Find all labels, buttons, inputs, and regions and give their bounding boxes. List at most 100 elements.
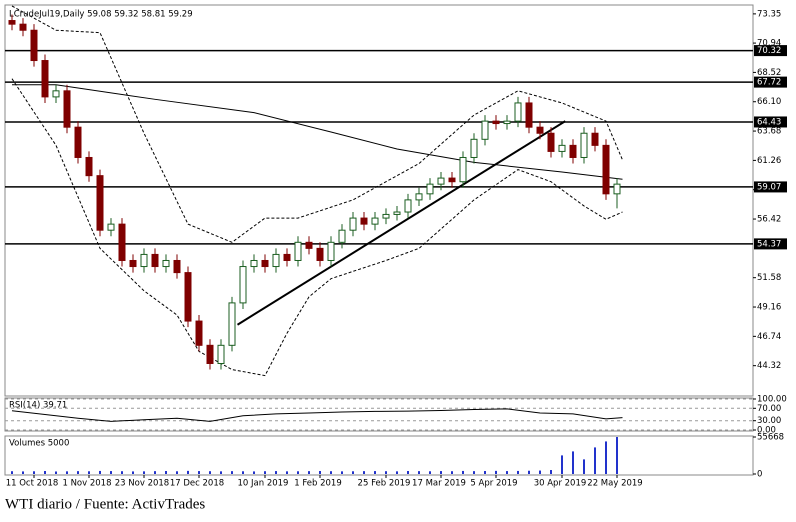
candle-body [217,344,225,364]
x-tick-label: 25 Feb 2019 [358,479,411,489]
y-tick-label: 0.00 [757,426,776,436]
candle-body [415,193,423,201]
y-tick-label: 0 [757,470,762,480]
candle-body [305,241,313,249]
volume-bar [121,471,123,474]
volume-bar [132,471,134,474]
candle-body [96,175,104,231]
volume-bar [22,471,24,474]
level-label: 64.43 [757,117,781,127]
volume-bar [341,471,343,474]
y-tick-label: 30.00 [757,416,781,426]
volume-bar [473,471,475,474]
rsi-title: RSI(14) 39.71 [9,401,67,411]
candle-body [228,302,236,346]
level-box [754,76,787,88]
y-tick-label: 46.74 [757,332,781,342]
candle-body [85,156,93,177]
level-label: 67.72 [757,78,781,88]
volume-bar [231,471,233,474]
x-tick-label: 17 Dec 2018 [170,479,224,489]
y-tick-label: 66.10 [757,97,781,107]
x-tick-label: 30 Apr 2019 [534,479,587,489]
candle-body [162,259,170,268]
x-tick-label: 1 Feb 2019 [294,479,342,489]
volume-bar [154,471,156,474]
candle-body [316,247,324,261]
x-tick-label: 23 Nov 2018 [115,479,169,489]
volume-bar [330,471,332,474]
volume-bar [440,471,442,474]
volume-bar [462,470,464,474]
price-title: LCrudeJul19,Daily 59.08 59.32 58.81 59.2… [9,10,193,20]
candle-body [52,90,60,98]
volume-title: Volumes 5000 [9,439,69,449]
rsi-line [11,408,623,422]
x-tick-label: 17 Mar 2019 [412,479,466,489]
volume-bar [451,471,453,474]
volume-bar [583,459,585,474]
candle-body [591,132,599,146]
level-box [754,238,787,250]
volume-bar [605,441,607,474]
y-tick-label: 73.35 [757,9,781,19]
volume-bar [517,470,519,474]
candle-body [19,23,27,31]
volume-bar [55,471,57,474]
volume-bar [198,471,200,474]
volume-bar [616,437,618,474]
candle-body [283,253,291,261]
candle-body [404,199,412,213]
volume-bar [407,471,409,474]
volume-bar [539,470,541,474]
volume-bar [550,470,552,474]
volume-bar [33,471,35,474]
candle-body [481,120,489,140]
y-tick-label: 51.58 [757,273,781,283]
candle-body [547,132,555,152]
volume-bar [561,455,563,474]
candle-body [536,126,544,134]
candle-body [525,102,533,128]
candle-body [371,217,379,225]
bollinger-band [11,78,623,377]
volume-bar [176,471,178,474]
candle-body [514,102,522,122]
y-tick-label: 70.94 [757,39,781,49]
candle-body [294,241,302,261]
volume-bar [352,471,354,474]
volume-bar [209,471,211,474]
candle-body [448,177,456,183]
candle-body [41,60,49,98]
volume-bar [11,471,13,474]
volume-bar [165,471,167,474]
volume-bar [44,471,46,474]
candle-body [250,259,258,268]
y-tick-label: 44.32 [757,361,781,371]
y-tick-label: 56.42 [757,215,781,225]
x-tick-label: 22 May 2019 [587,479,642,489]
candle-body [349,217,357,231]
candle-body [492,120,500,125]
volume-bar [187,470,189,474]
volume-bar [484,471,486,474]
volume-panel [4,435,754,476]
volume-bar [374,471,376,474]
candle-body [261,259,269,268]
candle-body [63,90,71,128]
candle-body [558,144,566,152]
candle-body [206,344,214,364]
x-tick-label: 10 Jan 2019 [238,479,289,489]
volume-bar [528,470,530,474]
price-panel [4,4,754,397]
y-tick-label: 63.68 [757,127,781,137]
rsi-panel [4,397,754,432]
candle-body [426,183,434,195]
volume-bar [99,470,101,474]
volume-bar [495,470,497,474]
volume-bar [429,471,431,474]
candle-body [129,259,137,268]
volume-bar [110,471,112,474]
